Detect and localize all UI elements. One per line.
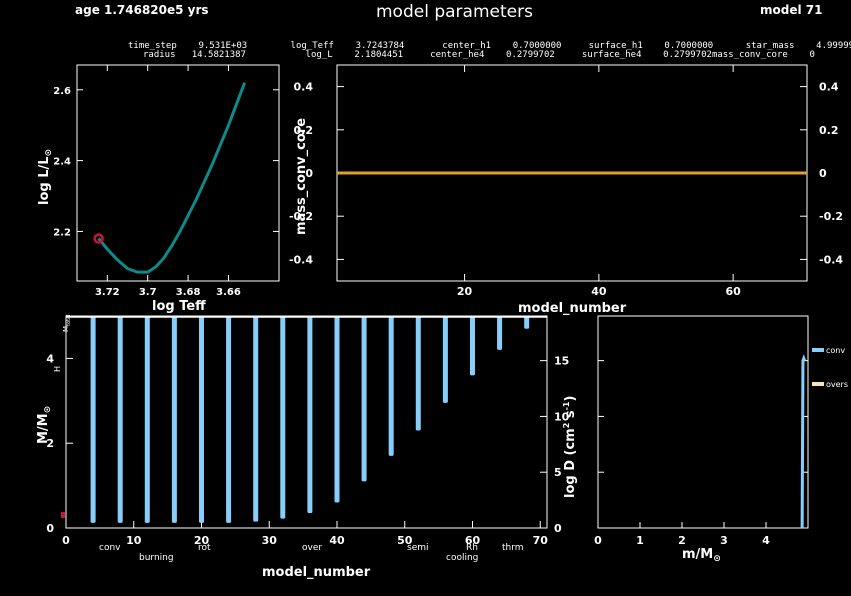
diff-xtick-label: 1	[636, 534, 644, 547]
history-ylabel: mass_conv_core	[294, 118, 309, 235]
kipp-conv-bar	[361, 316, 367, 482]
diff-xtick-label: 0	[594, 534, 602, 547]
legend-over: over	[302, 543, 322, 553]
kipp-right-ylabel: log D (cm2 s-1)	[562, 396, 578, 498]
diff-xlabel: m/M⊙	[682, 547, 721, 564]
model-label: model 71	[760, 3, 823, 17]
kipp-ytick-label: 0	[46, 522, 54, 535]
history-ytick-label: 0	[305, 167, 313, 180]
hr-xtick-label: 3.66	[216, 287, 241, 298]
kippenhahn-panel: model_number M/M⊙ log D (cm2 s-1) Mtotal…	[36, 315, 578, 580]
diff-xtick-label: 2	[678, 534, 686, 547]
hr-ylabel: log L/L⊙	[37, 149, 54, 205]
kipp-xtick-label: 0	[62, 534, 70, 547]
hr-track-line	[97, 82, 247, 274]
kipp-conv-bar	[144, 316, 150, 523]
kipp-ytick-label: 4	[46, 352, 54, 365]
history-ytick-label: -0.2	[289, 210, 313, 223]
diff-legend-conv: conv	[826, 346, 845, 355]
kipp-ylabel: M/M⊙	[36, 406, 53, 444]
page-title: model parameters	[376, 2, 533, 22]
kipp-xtick-label: 10	[126, 534, 142, 547]
hr-frame	[76, 64, 280, 282]
hr-current-marker	[93, 233, 104, 244]
kipp-he-marker	[61, 512, 65, 518]
legend-conv: conv	[99, 543, 121, 553]
history-xlabel: model_number	[518, 301, 627, 316]
info-row-1: time_step 9.531E+03 log_Teff 3.7243784 c…	[128, 41, 851, 51]
kipp-xtick-label: 50	[397, 534, 413, 547]
kipp-right-ytick-label: 5	[554, 466, 562, 479]
kipp-conv-bar	[253, 316, 259, 522]
legend-thrm: thrm	[502, 543, 524, 553]
hr-ytick-label: 2.4	[53, 157, 71, 168]
history-xtick-label: 40	[591, 285, 607, 298]
kipp-conv-bar	[117, 316, 123, 523]
kipp-conv-bar	[226, 316, 232, 523]
legend-semi: semi	[407, 543, 429, 553]
kipp-conv-bar	[198, 316, 204, 523]
history-ytick-label: 0.2	[294, 124, 314, 137]
diff-xtick-label: 3	[720, 534, 728, 547]
kipp-conv-bar	[280, 316, 286, 519]
history-ytick-label-right: 0.4	[819, 81, 839, 94]
kipp-conv-bar	[469, 316, 475, 376]
diff-legend-overs: overs	[826, 380, 848, 389]
kipp-mtot-label: Mtotal	[62, 315, 72, 332]
kipp-conv-bar	[388, 316, 394, 456]
history-xtick-label: 20	[457, 285, 473, 298]
info-row-2: radius 14.5821387 log_L 2.1804451 center…	[143, 50, 815, 60]
kipp-conv-bar	[497, 316, 503, 350]
hr-xlabel: log Teff	[152, 299, 206, 314]
diffusion-panel: m/M⊙ conv overs 0 1 2 3 4	[594, 315, 848, 564]
history-ytick-label: -0.4	[289, 253, 313, 266]
legend-rh: Rh	[466, 543, 478, 553]
diff-frame	[597, 315, 809, 529]
kipp-ytick-label: 2	[46, 437, 54, 450]
hr-xtick-label: 3.7	[139, 287, 157, 298]
hr-xtick-label: 3.72	[95, 287, 120, 298]
history-ytick-label-right: 0	[819, 167, 827, 180]
kipp-frame	[65, 315, 548, 529]
diff-xtick-label: 4	[762, 534, 770, 547]
kipp-conv-bar	[334, 316, 340, 503]
legend-cooling: cooling	[446, 553, 478, 563]
legend-rot: rot	[198, 543, 211, 553]
kipp-xtick-label: 40	[329, 534, 345, 547]
kipp-conv-bar	[415, 316, 421, 431]
kipp-conv-bar	[524, 316, 530, 329]
kipp-conv-bar	[90, 316, 96, 523]
kipp-right-ytick-label: 15	[554, 355, 569, 368]
hr-ytick-label: 2.2	[53, 227, 71, 238]
kipp-right-ytick-label: 10	[554, 410, 570, 423]
history-xtick-label: 60	[725, 285, 741, 298]
kipp-xlabel: model_number	[262, 565, 371, 580]
hr-xtick-label: 3.68	[176, 287, 201, 298]
kipp-xtick-label: 30	[262, 534, 278, 547]
history-ytick-label-right: -0.2	[819, 210, 843, 223]
kipp-h-label: H	[53, 366, 62, 372]
kipp-xtick-label: 60	[465, 534, 481, 547]
kipp-conv-bar	[307, 316, 313, 514]
history-ytick-label-right: 0.2	[819, 124, 839, 137]
history-panel: model_number mass_conv_core 20 40 60 -0.4 -0…	[289, 64, 843, 316]
kipp-xtick-label: 70	[533, 534, 549, 547]
kipp-conv-bar	[171, 316, 177, 523]
hr-diagram: log Teff log L/L⊙ 3.72 3.7 3.68 3.66 2.2 2.4 2…	[37, 64, 280, 314]
hr-ytick-label: 2.6	[53, 86, 71, 97]
legend-burning: burning	[139, 553, 174, 563]
history-ytick-label-right: -0.4	[819, 253, 843, 266]
history-ytick-label: 0.4	[294, 81, 314, 94]
kipp-conv-bar	[442, 316, 448, 403]
kipp-xtick-label: 20	[194, 534, 210, 547]
diff-conv-line	[800, 354, 807, 529]
kipp-right-ytick-label: 0	[554, 522, 562, 535]
age-label: age 1.746820e5 yrs	[75, 3, 209, 17]
